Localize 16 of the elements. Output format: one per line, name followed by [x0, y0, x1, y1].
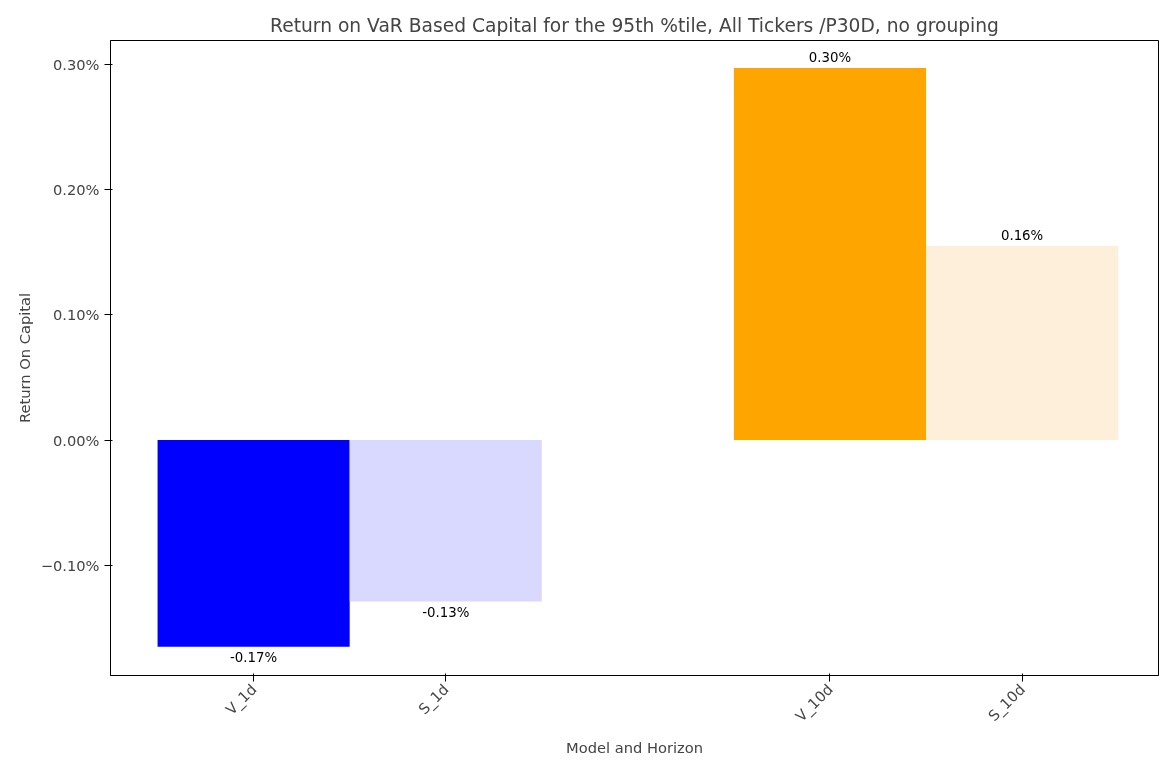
- y-tick-label: 0.20%: [52, 181, 100, 199]
- chart-title: Return on VaR Based Capital for the 95th %tile, All Tickers /P30D, no grouping: [270, 14, 999, 36]
- y-tick-label: −0.10%: [40, 556, 100, 574]
- data-label: 0.30%: [808, 50, 852, 66]
- y-tick-label: 0.10%: [52, 306, 100, 324]
- y-axis-title: Return On Capital: [15, 292, 33, 424]
- bar: [349, 440, 542, 602]
- bar: [733, 68, 927, 441]
- bar: [157, 440, 350, 647]
- data-label: -0.17%: [230, 649, 278, 665]
- data-label: 0.16%: [1000, 227, 1044, 243]
- bar: [926, 245, 1119, 441]
- x-axis-title: Model and Horizon: [566, 738, 703, 756]
- y-tick-label: 0.00%: [52, 431, 100, 449]
- y-tick-label: 0.30%: [52, 55, 100, 73]
- data-label: -0.13%: [422, 604, 470, 620]
